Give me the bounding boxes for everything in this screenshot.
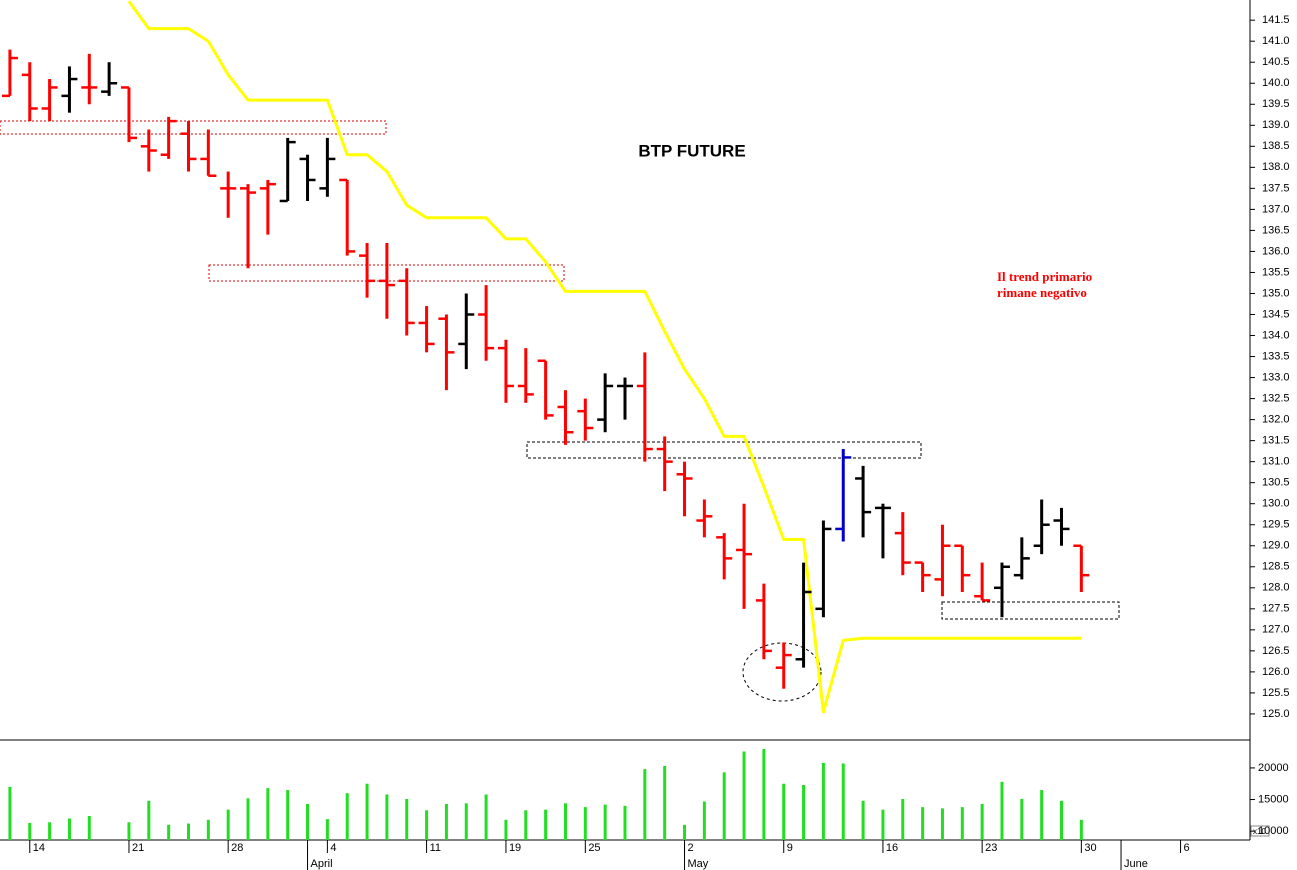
x-tick-label: 2 <box>688 842 694 854</box>
x-tick-label: 28 <box>231 842 243 854</box>
x-tick-label: 6 <box>1184 842 1190 854</box>
y-tick-label: 131.0 <box>1262 456 1290 468</box>
y-tick-label: 128.0 <box>1262 582 1290 594</box>
y-tick-label: 138.5 <box>1262 140 1290 152</box>
y-tick-label: 130.0 <box>1262 498 1290 510</box>
x-tick-label: 19 <box>509 842 521 854</box>
y-tick-label: 128.5 <box>1262 561 1290 573</box>
x-tick-label: 25 <box>588 842 600 854</box>
y-tick-label: 139.0 <box>1262 119 1290 131</box>
y-tick-label: 134.5 <box>1262 308 1290 320</box>
x-tick-label: 21 <box>132 842 144 854</box>
highlight-ellipse <box>742 642 822 702</box>
y-tick-label: 135.0 <box>1262 287 1290 299</box>
y-tick-label: 130.5 <box>1262 477 1290 489</box>
y-tick-label: 129.0 <box>1262 540 1290 552</box>
x-tick-label: 30 <box>1084 842 1096 854</box>
y-tick-label: 127.5 <box>1262 603 1290 615</box>
chart-title: BTP FUTURE <box>638 141 745 160</box>
y-tick-label: 10000 <box>1258 825 1289 837</box>
y-tick-label: 125.0 <box>1262 708 1290 720</box>
y-tick-label: 137.5 <box>1262 182 1290 194</box>
y-tick-label: 140.0 <box>1262 77 1290 89</box>
y-tick-label: 139.5 <box>1262 98 1290 110</box>
y-tick-label: 140.5 <box>1262 56 1290 68</box>
x-tick-label: 16 <box>886 842 898 854</box>
y-tick-label: 133.5 <box>1262 350 1290 362</box>
y-tick-label: 131.5 <box>1262 435 1290 447</box>
x-tick-label: 14 <box>33 842 45 854</box>
y-tick-label: 126.5 <box>1262 645 1290 657</box>
y-tick-label: 134.0 <box>1262 329 1290 341</box>
x-tick-label: 9 <box>787 842 793 854</box>
stop-line <box>127 0 1082 714</box>
x-tick-label: 4 <box>330 842 336 854</box>
y-tick-label: 132.5 <box>1262 392 1290 404</box>
y-tick-label: 126.0 <box>1262 666 1290 678</box>
y-tick-label: 15000 <box>1258 793 1289 805</box>
y-tick-label: 141.0 <box>1262 35 1290 47</box>
y-tick-label: 133.0 <box>1262 371 1290 383</box>
x-tick-label: 11 <box>430 842 441 854</box>
unit-note: x10 <box>1253 827 1266 836</box>
y-tick-label: 141.5 <box>1262 14 1290 26</box>
y-tick-label: 135.5 <box>1262 266 1290 278</box>
y-tick-label: 20000 <box>1258 762 1289 774</box>
y-tick-label: 136.5 <box>1262 224 1290 236</box>
support-box <box>526 441 922 459</box>
y-tick-label: 125.5 <box>1262 687 1290 699</box>
y-tick-label: 136.0 <box>1262 245 1290 257</box>
resistance-box <box>0 120 387 135</box>
y-tick-label: 129.5 <box>1262 519 1290 531</box>
month-label: June <box>1124 858 1148 870</box>
annotation: Il trend primario <box>997 269 1092 284</box>
y-tick-label: 132.0 <box>1262 414 1290 426</box>
y-tick-label: 137.0 <box>1262 203 1290 215</box>
month-label: April <box>311 858 333 870</box>
y-tick-label: 127.0 <box>1262 624 1290 636</box>
annotation: rimane negativo <box>997 285 1087 300</box>
y-tick-label: 138.0 <box>1262 161 1290 173</box>
month-label: May <box>688 858 709 870</box>
x-tick-label: 23 <box>985 842 997 854</box>
support-box <box>941 601 1120 620</box>
